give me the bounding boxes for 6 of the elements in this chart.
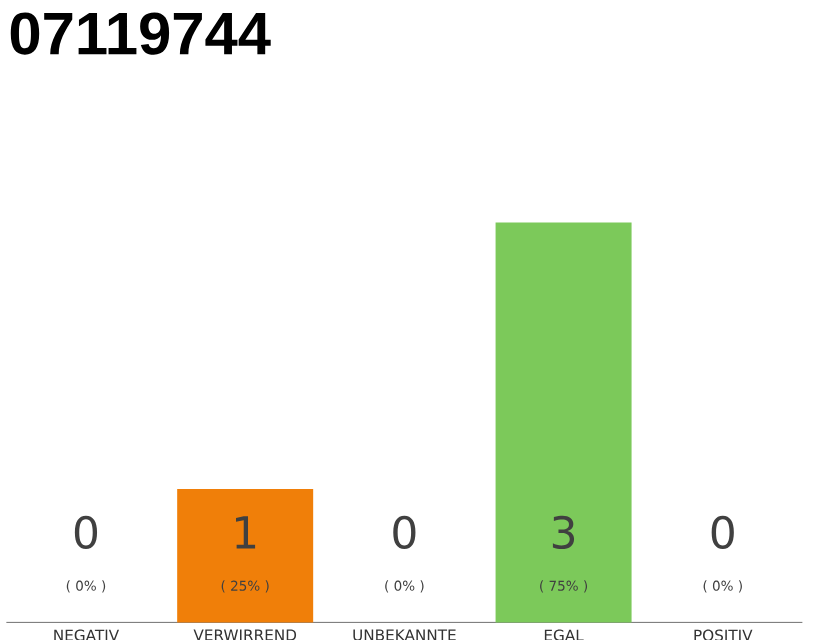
chart-title: 07119744 xyxy=(10,12,271,55)
annotation: 0 xyxy=(74,515,98,550)
annotation: 3 xyxy=(552,515,575,550)
annotation: 0 xyxy=(711,515,734,550)
annotation: 1 xyxy=(236,516,256,549)
annotation: 0 xyxy=(393,515,416,550)
